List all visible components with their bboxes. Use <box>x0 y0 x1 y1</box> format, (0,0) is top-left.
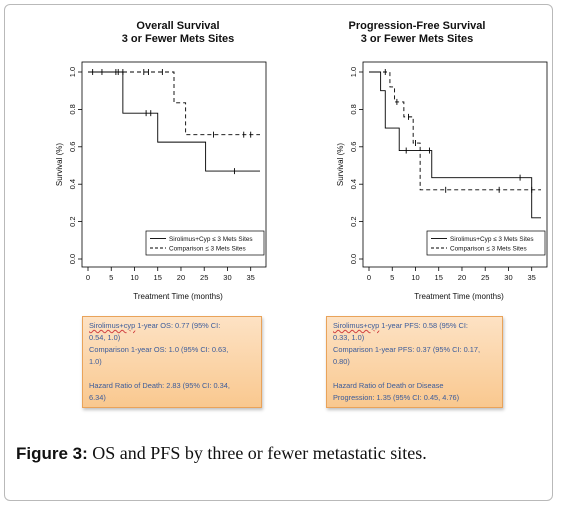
legend-box <box>145 230 265 256</box>
x-tick-label: 20 <box>177 273 185 282</box>
os-stats-box: Sirolimus+cyp 1-year OS: 0.77 (95% CI: 0… <box>82 316 262 408</box>
os-chart: 0 5 10 15 20 25 30 35 0.0 0.2 0.4 0.6 0.8 1.0 Treatmen… <box>55 61 267 301</box>
os-stats-line-1: Sirolimus+cyp 1-year OS: 0.77 (95% CI: <box>89 320 255 332</box>
x-axis-label: Treatment Time (months) <box>414 292 504 301</box>
plot-frame <box>362 61 548 268</box>
legend-label: Comparison ≤ 3 Mets Sites <box>450 246 527 253</box>
x-tick-label: 0 <box>367 273 371 282</box>
x-tick-label: 30 <box>223 273 231 282</box>
x-tick-label: 5 <box>390 273 394 282</box>
legend-label: Comparison ≤ 3 Mets Sites <box>169 246 246 253</box>
y-tick-label: 0.2 <box>68 216 77 226</box>
sirolimus-curve <box>88 71 260 172</box>
pfs-stats-line-2: 0.33, 1.0) <box>333 333 365 342</box>
spacer <box>333 368 496 380</box>
x-tick-label: 35 <box>247 273 255 282</box>
x-tick-label: 25 <box>481 273 489 282</box>
x-tick-label: 25 <box>200 273 208 282</box>
os-stats-line-5: Hazard Ratio of Death: 2.83 (95% CI: 0.3… <box>89 381 230 390</box>
x-tick-label: 15 <box>435 273 443 282</box>
y-tick-label: 0.0 <box>68 254 77 264</box>
pfs-stats-line-3: Comparison 1-year PFS: 0.37 (95% CI: 0.1… <box>333 345 481 354</box>
x-tick-label: 10 <box>130 273 138 282</box>
pfs-chart-title: Progression-Free Survival 3 or Fewer Met… <box>297 20 537 46</box>
figure-caption-label: Figure 3: <box>16 444 88 463</box>
x-tick-label: 35 <box>528 273 536 282</box>
os-title-line-2: 3 or Fewer Mets Sites <box>121 33 235 45</box>
sirolimus-curve <box>369 71 541 219</box>
os-chart-title: Overall Survival 3 or Fewer Mets Sites <box>58 20 298 46</box>
os-stats-drug: Sirolimus+cyp <box>89 321 136 330</box>
comparison-curve <box>369 71 541 191</box>
os-stats-1yr: 1-year OS: 0.77 (95% CI: <box>135 321 221 330</box>
os-stats-line-6: 6.34) <box>89 393 106 402</box>
pfs-stats-line-1: Sirolimus+cyp 1-year PFS: 0.58 (95% CI: <box>333 320 496 332</box>
os-stats-line-4: 1.0) <box>89 357 102 366</box>
y-axis-label: Survival (%) <box>336 143 345 186</box>
figure-caption-text: OS and PFS by three or fewer metastatic … <box>87 443 427 463</box>
y-tick-label: 0.6 <box>68 142 77 152</box>
x-tick-label: 10 <box>411 273 419 282</box>
legend-box <box>426 230 546 256</box>
y-tick-label: 1.0 <box>68 67 77 77</box>
os-stats-line-3: Comparison 1-year OS: 1.0 (95% CI: 0.63, <box>89 345 229 354</box>
x-tick-label: 5 <box>109 273 113 282</box>
pfs-title-line-1: Progression-Free Survival <box>348 20 486 32</box>
x-axis-label: Treatment Time (months) <box>133 292 223 301</box>
y-tick-label: 0.6 <box>349 142 358 152</box>
x-tick-label: 15 <box>154 273 162 282</box>
pfs-stats-1yr: 1-year PFS: 0.58 (95% CI: <box>379 321 468 330</box>
x-tick-label: 20 <box>458 273 466 282</box>
y-tick-label: 0.2 <box>349 216 358 226</box>
os-stats-line-2: 0.54, 1.0) <box>89 333 121 342</box>
y-tick-label: 1.0 <box>349 67 358 77</box>
pfs-stats-line-5: Hazard Ratio of Death or Disease <box>333 381 444 390</box>
pfs-chart: 0 5 10 15 20 25 30 35 0.0 0.2 0.4 0.6 0.8 1.0 Treatmen… <box>336 61 548 301</box>
figure-frame <box>4 4 553 501</box>
plot-frame <box>81 61 267 268</box>
y-tick-label: 0.8 <box>349 104 358 114</box>
os-title-line-1: Overall Survival <box>136 20 220 32</box>
y-tick-label: 0.4 <box>349 179 358 189</box>
pfs-title-line-2: 3 or Fewer Mets Sites <box>360 33 474 45</box>
y-axis-label: Survival (%) <box>55 143 64 186</box>
pfs-stats-box: Sirolimus+cyp 1-year PFS: 0.58 (95% CI: … <box>326 316 503 408</box>
y-tick-label: 0.8 <box>68 104 77 114</box>
x-tick-label: 30 <box>504 273 512 282</box>
figure-caption: Figure 3: OS and PFS by three or fewer m… <box>16 443 427 464</box>
pfs-stats-line-4: 0.80) <box>333 357 350 366</box>
spacer <box>89 368 255 380</box>
pfs-stats-line-6: Progression: 1.35 (95% CI: 0.45, 4.76) <box>333 393 460 402</box>
legend-label: Sirolimus+Cyp ≤ 3 Mets Sites <box>450 236 534 243</box>
comparison-curve <box>88 71 260 136</box>
x-tick-label: 0 <box>86 273 90 282</box>
y-tick-label: 0.0 <box>349 254 358 264</box>
legend-label: Sirolimus+Cyp ≤ 3 Mets Sites <box>169 236 253 243</box>
y-tick-label: 0.4 <box>68 179 77 189</box>
pfs-stats-drug: Sirolimus+cyp <box>333 321 380 330</box>
